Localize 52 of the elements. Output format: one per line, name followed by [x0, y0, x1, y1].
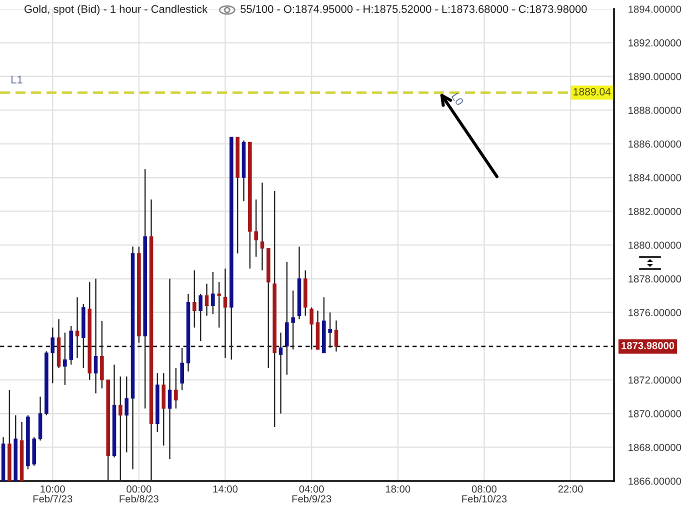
y-tick-label: 1866.00000 [628, 478, 682, 485]
y-tick-label: 1870.00000 [628, 410, 682, 418]
y-tick-label: 1872.00000 [628, 376, 682, 384]
candlestick [310, 306, 314, 350]
candlestick [211, 271, 215, 315]
candlestick [162, 372, 166, 446]
y-tick-label: 1876.00000 [628, 309, 682, 316]
candlestick [204, 283, 209, 316]
candlestick [124, 376, 128, 453]
x-tick-label: 08:00 Feb/10/23 [462, 485, 507, 502]
x-tick-label: 00:00 Feb/8/23 [120, 485, 158, 502]
candlestick [50, 326, 54, 384]
x-tick-label: 22:00 [558, 485, 583, 493]
ref-line-label: 1889.04 [574, 88, 611, 96]
candlestick [94, 278, 98, 394]
x-tick-label: 04:00 Feb/9/23 [292, 485, 332, 502]
candlestick [180, 347, 184, 391]
candlestick [118, 376, 122, 481]
candlestick [260, 182, 264, 271]
y-tick-label: 1888.00000 [628, 106, 682, 114]
ref-line-label: 1873.98000 [622, 342, 674, 350]
y-tick-label: 1892.00000 [628, 39, 682, 46]
candlestick [100, 320, 104, 389]
x-tick-label: 14:00 [213, 485, 238, 493]
candlestick [198, 293, 202, 342]
y-tick-label: 1884.00000 [628, 174, 682, 182]
chart-title: Gold, spot (Bid) - 1 hour - Candlestick [24, 4, 208, 16]
candlestick [291, 290, 295, 350]
candlestick [168, 278, 172, 460]
x-tick-label: 10:00 Feb/7/23 [33, 485, 72, 502]
chart-subtitle: 55/100 - O:1874.95000 - H:1875.52000 - L:1873.68000 - C:1873.98000 [240, 4, 587, 13]
y-tick-label: 1882.00000 [628, 208, 682, 216]
candlestick [63, 332, 67, 386]
y-tick-label: 1886.00000 [628, 140, 682, 148]
y-tick-label: 1880.00000 [628, 242, 682, 249]
x-tick-label: 18:00 [386, 485, 410, 493]
candlestick [254, 198, 258, 258]
y-tick-label: 1894.00000 [628, 6, 682, 13]
candlestick [328, 312, 332, 348]
candlestick [75, 296, 80, 359]
candlestick [192, 270, 196, 328]
annotation: L1 [11, 76, 22, 84]
y-tick-label: 1868.00000 [628, 444, 682, 452]
candlestick [217, 281, 221, 328]
candlestick [223, 268, 228, 359]
candlestick [334, 320, 338, 352]
y-tick-label: 1890.00000 [628, 73, 682, 80]
candlestick [174, 367, 178, 410]
y-tick-label: 1878.00000 [628, 275, 682, 282]
annotation: L0 [451, 92, 464, 106]
candlestick [285, 261, 289, 376]
candlestick [278, 332, 283, 414]
